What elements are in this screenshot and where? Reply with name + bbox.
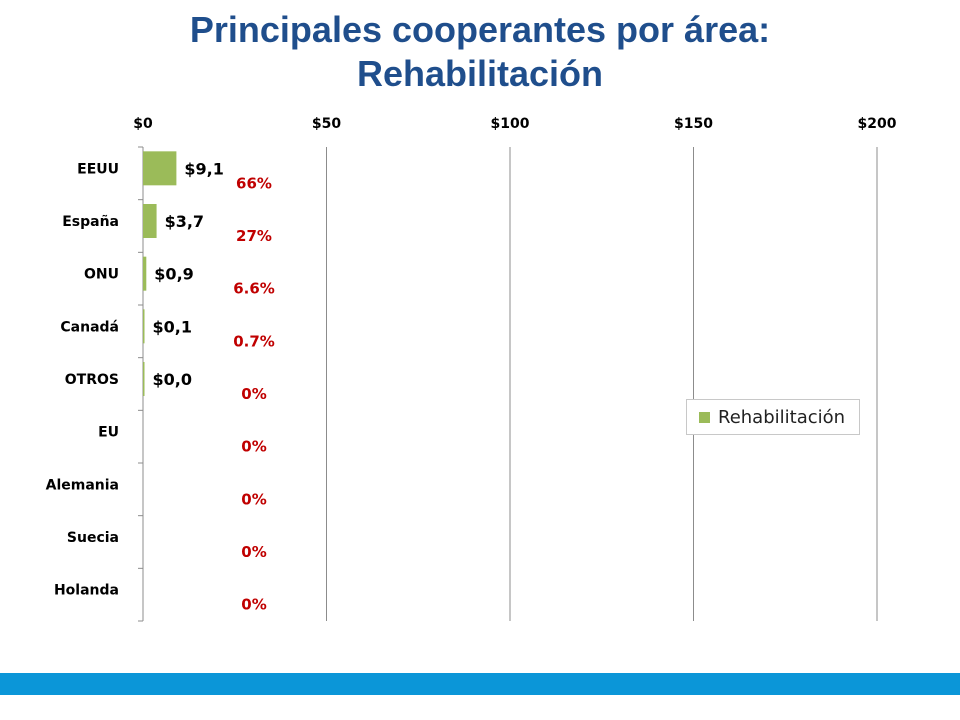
footer-bar <box>0 673 960 695</box>
category-label: España <box>62 214 119 230</box>
bar <box>143 256 147 291</box>
chart-legend: Rehabilitación <box>686 399 860 435</box>
chart-title-line-2: Rehabilitación <box>356 53 604 94</box>
percent-label: 66% <box>236 174 272 192</box>
bar <box>143 151 177 186</box>
category-label: Alemania <box>46 477 119 493</box>
percent-label: 6.6% <box>233 280 275 298</box>
category-label: Suecia <box>67 530 119 546</box>
percent-label: 0% <box>241 596 266 614</box>
percent-label: 0% <box>241 543 266 561</box>
value-label: $0,0 <box>153 370 192 389</box>
bar <box>143 362 145 396</box>
x-tick-label: $200 <box>858 116 897 132</box>
chart-title: Principales cooperantes por área: Rehabi… <box>0 8 960 96</box>
value-label: $0,1 <box>153 317 192 336</box>
category-label: Holanda <box>54 583 119 599</box>
legend-label: Rehabilitación <box>718 406 846 428</box>
legend-swatch <box>699 411 710 423</box>
x-tick-label: $100 <box>491 116 530 132</box>
value-label: $0,9 <box>154 265 193 284</box>
percent-label: 0% <box>241 385 266 403</box>
x-tick-label: $0 <box>133 116 153 132</box>
percent-label: 0% <box>241 490 266 508</box>
category-label: Canadá <box>60 319 119 335</box>
bar-chart: $0 $50 $100 $150 $200 EEUU $9,1 66% España $3,7 27… <box>46 116 897 622</box>
x-tick-label: $150 <box>674 116 713 132</box>
category-label: OTROS <box>65 372 119 388</box>
chart-title-line-1: Principales cooperantes por área: <box>189 9 771 50</box>
category-label: ONU <box>84 267 119 283</box>
x-tick-label: $50 <box>312 116 341 132</box>
percent-label: 0.7% <box>233 332 275 350</box>
percent-label: 27% <box>236 227 272 245</box>
percent-label: 0% <box>241 438 266 456</box>
bar <box>143 309 145 344</box>
value-label: $9,1 <box>184 159 223 178</box>
category-label: EEUU <box>77 161 119 177</box>
category-label: EU <box>98 425 119 441</box>
bar <box>143 204 157 238</box>
value-label: $3,7 <box>165 212 204 231</box>
